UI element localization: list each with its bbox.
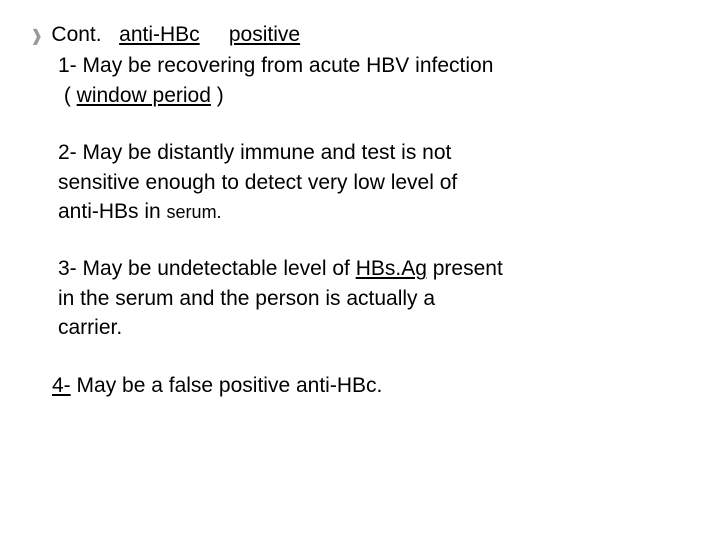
item-3-text-c: carrier. (58, 316, 122, 339)
item-3: 3- May be undetectable level of HBs.Ag p… (58, 254, 680, 342)
header-text: Cont. anti-HBc positive (51, 20, 300, 49)
item-3-lead: 3- (58, 257, 83, 280)
item-2-line-a: May be distantly immune and test is not (83, 141, 452, 164)
item-2-line-c-prefix: anti-HBs (58, 200, 144, 223)
item-3-text-b: in the serum and the person is actually … (58, 287, 435, 310)
item-3-text-a2: present (427, 257, 503, 280)
item-1: 1- May be recovering from acute HBV infe… (58, 51, 680, 110)
header-line: ❱ Cont. anti-HBc positive (30, 20, 680, 49)
item-3-hbsag: HBs.Ag (356, 257, 427, 280)
item-1-window-period: window period (77, 84, 211, 107)
item-4: 4- May be a false positive anti-HBc. (52, 371, 680, 400)
title-part-1: anti-HBc (119, 23, 200, 46)
item-4-lead: 4- (52, 374, 71, 397)
item-1-paren-open: ( (64, 84, 77, 107)
item-2-lead: 2- (58, 141, 83, 164)
item-4-text: May be a false positive anti-HBc. (71, 374, 383, 397)
item-2-line-c-in: in (144, 200, 166, 223)
item-2-line-c-serum: serum. (167, 202, 222, 222)
cont-label: Cont. (51, 23, 101, 46)
item-3-text-a1: May be undetectable level of (83, 257, 356, 280)
item-2-line-b: sensitive enough to detect very low leve… (58, 171, 457, 194)
item-1-lead: 1- (58, 54, 83, 77)
bullet-icon: ❱ (30, 26, 43, 48)
item-2: 2- May be distantly immune and test is n… (58, 138, 680, 226)
item-1-paren-close: ) (211, 84, 224, 107)
item-1-text-a: May be recovering from acute HBV infecti… (83, 54, 494, 77)
title-part-2: positive (229, 23, 300, 46)
